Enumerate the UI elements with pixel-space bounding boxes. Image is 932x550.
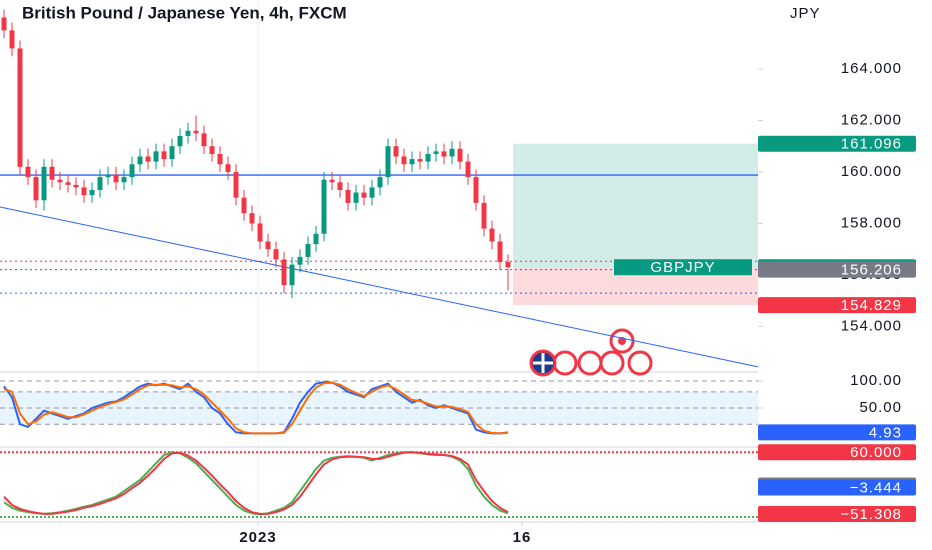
y-tick-label: 154.000 (841, 317, 902, 334)
candle-body (425, 153, 431, 162)
candle-body (17, 48, 23, 167)
x-tick-label: 16 (513, 529, 532, 546)
candle-body (257, 223, 263, 242)
candle-body (145, 156, 151, 162)
candle-body (433, 151, 439, 154)
candle-body (121, 177, 127, 183)
indicator-line (3, 381, 509, 435)
target-zone (513, 143, 758, 268)
y-tick-label: 50.00 (859, 399, 902, 416)
candle-body (41, 166, 47, 201)
candle-body (265, 241, 271, 250)
candle-body (481, 202, 487, 229)
price-label: 156.206 (841, 262, 902, 279)
price-label: 4.93 (869, 424, 902, 441)
price-label-box (758, 444, 916, 461)
price-label-box (758, 135, 916, 152)
candle-body (33, 177, 39, 201)
candle-body (113, 174, 119, 183)
candle-body (409, 159, 415, 165)
candle-body (105, 174, 111, 178)
candle-body (313, 233, 319, 245)
candle-body (89, 189, 95, 196)
chart-title: British Pound / Japanese Yen, 4h, FXCM (22, 3, 347, 22)
candle-body (505, 262, 511, 268)
price-label-box (758, 297, 916, 314)
candle-body (241, 197, 247, 214)
candle-body (81, 187, 87, 196)
price-label: 161.096 (841, 136, 902, 153)
candle-body (441, 151, 447, 157)
price-label-box (758, 479, 916, 496)
flag-icons (529, 328, 653, 377)
candle-body (329, 179, 335, 183)
candle-body (1, 17, 7, 31)
y-tick-label: 100.00 (850, 372, 902, 389)
candle-body (489, 228, 495, 242)
price-label: 60.000 (850, 444, 902, 461)
candle-body (377, 177, 383, 188)
price-label-box (758, 506, 916, 523)
candle-body (97, 177, 103, 190)
candle-body (209, 146, 215, 154)
candle-body (193, 130, 199, 134)
candle-body (169, 146, 175, 160)
y-tick-label: 162.000 (841, 111, 902, 128)
candle-body (305, 244, 311, 257)
y-tick-label: 160.000 (841, 163, 902, 180)
price-label-box (758, 261, 916, 278)
candle-body (449, 148, 455, 157)
candle-body (297, 256, 303, 265)
candle-body (153, 151, 159, 162)
candle-body (65, 182, 71, 185)
symbol-label: GBPJPY (650, 259, 715, 276)
candle-body (473, 177, 479, 203)
candle-body (49, 166, 55, 180)
y-tick-label: 164.000 (841, 60, 902, 77)
symbol-box (614, 259, 752, 276)
candle-body (249, 213, 255, 224)
candle-body (137, 156, 143, 165)
candle-body (161, 151, 167, 160)
candle-body (25, 166, 31, 178)
candle-body (361, 192, 367, 198)
candle-body (57, 179, 63, 183)
candle-body (185, 130, 191, 136)
candle-body (201, 133, 207, 147)
candle-body (457, 148, 463, 162)
y-tick-label: 158.000 (841, 214, 902, 231)
candle-body (129, 164, 135, 178)
candle-body (337, 182, 343, 190)
candle-body (177, 135, 183, 147)
candle-body (353, 192, 359, 203)
candle-body (369, 187, 375, 198)
candle-body (9, 30, 15, 49)
candle-body (497, 241, 503, 263)
candle-body (273, 249, 279, 260)
x-tick-label: 2023 (239, 529, 276, 546)
candle-body (417, 159, 423, 162)
candle-body (321, 179, 327, 234)
candle-body (401, 156, 407, 165)
price-label: −51.308 (840, 506, 902, 523)
candle-body (233, 171, 239, 198)
currency-unit: JPY (790, 5, 821, 22)
price-label: −3.444 (850, 479, 902, 496)
trend-line (0, 206, 759, 368)
candle-body (281, 259, 287, 286)
candle-body (289, 264, 295, 286)
candle-body (465, 161, 471, 178)
candle-body (225, 164, 231, 172)
candle-body (217, 153, 223, 165)
candle-body (393, 146, 399, 157)
price-label: 154.829 (841, 297, 902, 314)
candle-body (73, 184, 79, 188)
candle-body (385, 146, 391, 178)
price-label-box (758, 424, 916, 441)
indicator-line (3, 451, 509, 515)
candle-body (345, 189, 351, 203)
